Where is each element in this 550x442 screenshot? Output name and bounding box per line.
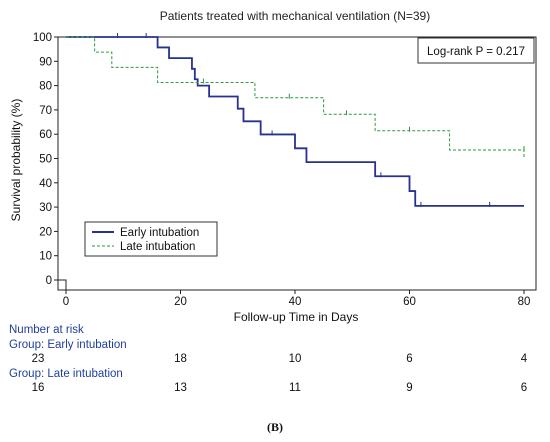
risk-table-title: Number at risk [9,324,84,336]
risk-count: 6 [521,382,527,394]
risk-count: 10 [289,353,302,365]
x-tick-label: 40 [289,296,302,308]
legend: Early intubation Late intubation [84,221,218,257]
risk-group-early-label: Group: Early intubation [9,339,127,351]
risk-count: 11 [289,382,301,394]
logrank-annotation: Log-rank P = 0.217 [427,46,525,58]
y-tick-label: 60 [39,129,52,141]
plot-frame [57,36,537,291]
y-axis-title: Survival probability (%) [9,99,23,222]
risk-count: 9 [406,382,412,394]
risk-table: Number at risk Group: Early intubation G… [9,324,528,394]
y-tick-label: 80 [39,81,52,93]
risk-row-late: 16 13 11 9 6 [32,382,528,394]
x-tick-label: 0 [63,296,69,308]
y-tick-label: 50 [39,154,52,166]
risk-count: 16 [32,382,45,394]
plot-area: 0 10 20 30 40 50 60 70 80 90 100 0 20 40 60 80 [33,32,537,308]
y-tick-label: 30 [39,202,52,214]
curve-late-intubation [66,36,525,159]
risk-count: 6 [406,353,412,365]
y-tick-label: 20 [39,226,52,238]
panel-label: (B) [267,420,283,434]
legend-box [84,221,218,257]
x-tick-label: 60 [403,296,416,308]
risk-count: 4 [521,353,528,365]
risk-count: 18 [174,353,187,365]
legend-label-late: Late intubation [120,241,195,253]
x-axis-title: Follow-up Time in Days [234,310,359,324]
y-tick-label: 70 [39,105,52,117]
risk-row-early: 23 18 10 6 4 [32,353,528,365]
y-tick-label: 10 [39,251,52,263]
x-tick-label: 20 [174,296,187,308]
origin-bracket [58,279,67,290]
y-tick-label: 100 [33,32,52,44]
risk-count: 13 [174,382,187,394]
legend-label-early: Early intubation [120,227,199,239]
chart-title: Patients treated with mechanical ventila… [160,9,430,23]
logrank-box [417,37,535,64]
risk-group-late-label: Group: Late intubation [9,368,123,380]
x-tick-label: 80 [518,296,531,308]
risk-count: 23 [32,353,45,365]
y-tick-label: 40 [39,178,52,190]
y-axis-title-wrapper: Survival probability (%) [9,99,23,222]
y-tick-label: 90 [39,56,52,68]
y-tick-label: 0 [46,275,52,287]
